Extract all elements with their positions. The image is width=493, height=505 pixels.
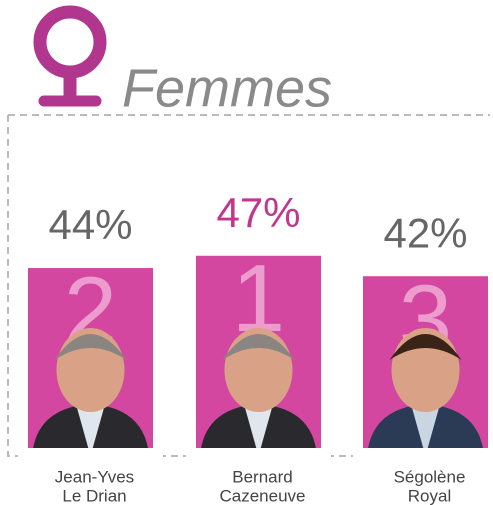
portrait [18, 328, 163, 458]
portrait [353, 328, 493, 458]
portrait-collar [411, 406, 440, 456]
x-tick-label: Jean-Yves [55, 467, 134, 486]
portrait-cover [18, 448, 163, 458]
portrait-hair [54, 334, 127, 360]
portrait-collar [76, 406, 105, 456]
x-tick-label: Royal [408, 486, 451, 505]
value-label: 42% [383, 209, 467, 256]
portrait-cover [353, 448, 493, 458]
chart-title: Femmes [122, 58, 332, 118]
x-tick-label: Cazeneuve [219, 486, 305, 505]
x-tick-label: Ségolène [394, 467, 466, 486]
portrait-cover [186, 448, 331, 458]
x-tick-label: Le Drian [62, 486, 126, 505]
portrait [186, 328, 331, 458]
portrait-hair [222, 334, 295, 360]
portrait-collar [244, 406, 273, 456]
portrait-hair [389, 334, 462, 360]
value-label: 47% [216, 189, 300, 236]
value-label: 44% [48, 201, 132, 248]
female-symbol [33, 5, 107, 107]
x-tick-label: Bernard [232, 467, 292, 486]
